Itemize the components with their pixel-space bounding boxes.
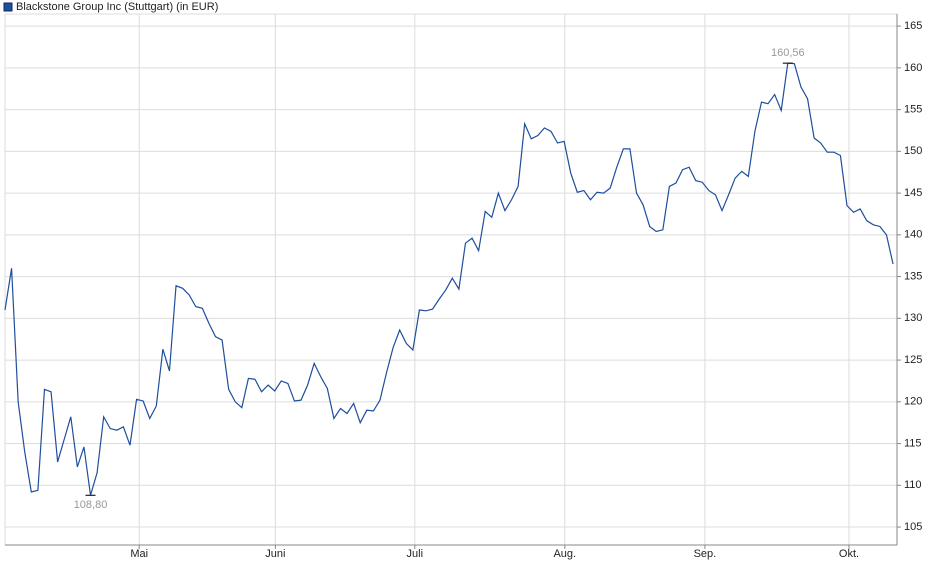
extreme-label: 108,80 [74, 499, 108, 511]
x-tick-label: Mai [130, 548, 148, 560]
y-tick-label: 150 [904, 145, 922, 157]
y-tick-label: 115 [904, 437, 922, 449]
y-tick-label: 120 [904, 396, 922, 408]
y-tick-label: 145 [904, 187, 922, 199]
chart-title: Blackstone Group Inc (Stuttgart) (in EUR… [16, 1, 218, 13]
y-tick-label: 160 [904, 62, 922, 74]
x-tick-label: Juli [407, 548, 424, 560]
price-line [4, 62, 894, 496]
x-tick-label: Okt. [839, 548, 859, 560]
y-tick-label: 130 [904, 312, 922, 324]
y-tick-label: 140 [904, 229, 922, 241]
y-tick-label: 165 [904, 20, 922, 32]
x-tick-label: Juni [265, 548, 285, 560]
x-tick-label: Aug. [553, 548, 576, 560]
y-tick-label: 125 [904, 354, 922, 366]
y-tick-label: 105 [904, 521, 922, 533]
y-tick-label: 135 [904, 270, 922, 282]
legend-swatch [3, 2, 13, 12]
extreme-label: 160,56 [771, 47, 805, 59]
y-tick-label: 110 [904, 479, 922, 491]
x-tick-label: Sep. [694, 548, 717, 560]
y-tick-label: 155 [904, 104, 922, 116]
